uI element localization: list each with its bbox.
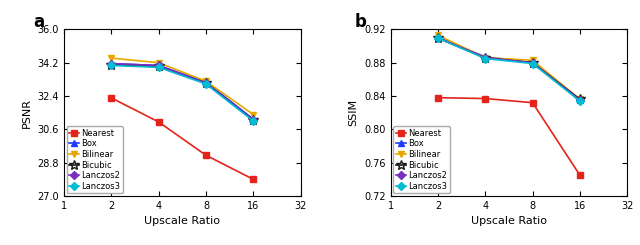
Bicubic (202, 82, 210, 85)
Bilinear (481, 56, 489, 59)
Text: a: a (33, 13, 44, 31)
Bicubic (250, 119, 257, 122)
Line: Bicubic: Bicubic (433, 33, 585, 104)
Bicubic (481, 56, 489, 59)
Bicubic (576, 98, 584, 101)
Lanczos3 (202, 83, 210, 86)
Box (250, 118, 257, 121)
Legend: Nearest, Box, Bilinear, Bicubic, Lanczos2, Lanczos3: Nearest, Box, Bilinear, Bicubic, Lanczos… (67, 126, 123, 194)
Box (202, 81, 210, 84)
Lanczos3 (155, 66, 163, 69)
Bilinear (202, 80, 210, 83)
Legend: Nearest, Box, Bilinear, Bicubic, Lanczos2, Lanczos3: Nearest, Box, Bilinear, Bicubic, Lanczos… (393, 126, 449, 194)
Lanczos3 (250, 120, 257, 122)
Bilinear (434, 34, 442, 37)
Bicubic (155, 65, 163, 68)
Lanczos2 (529, 61, 536, 64)
Line: Bilinear: Bilinear (109, 55, 256, 117)
Line: Lanczos3: Lanczos3 (109, 63, 256, 124)
Lanczos2 (481, 56, 489, 59)
Lanczos2 (250, 119, 257, 122)
Bilinear (250, 113, 257, 116)
Line: Lanczos2: Lanczos2 (435, 35, 582, 103)
Box (155, 64, 163, 67)
Nearest (576, 174, 584, 177)
Bilinear (576, 98, 584, 101)
Lanczos2 (434, 36, 442, 39)
Text: b: b (355, 13, 367, 31)
Bilinear (155, 61, 163, 64)
Nearest (250, 178, 257, 181)
Nearest (155, 121, 163, 123)
Lanczos3 (529, 62, 536, 65)
Nearest (529, 101, 536, 104)
Line: Nearest: Nearest (435, 95, 582, 178)
Nearest (481, 97, 489, 100)
Lanczos3 (108, 64, 115, 67)
Line: Nearest: Nearest (109, 95, 256, 182)
Nearest (108, 97, 115, 99)
Lanczos2 (202, 82, 210, 85)
Line: Lanczos2: Lanczos2 (109, 61, 256, 123)
Nearest (434, 96, 442, 99)
Y-axis label: SSIM: SSIM (349, 99, 358, 126)
Box (529, 61, 536, 64)
Bilinear (108, 57, 115, 60)
Lanczos2 (108, 62, 115, 65)
Line: Bicubic: Bicubic (106, 60, 258, 125)
Line: Bilinear: Bilinear (435, 32, 582, 102)
Bilinear (529, 59, 536, 62)
Lanczos3 (481, 57, 489, 60)
X-axis label: Upscale Ratio: Upscale Ratio (471, 216, 547, 226)
X-axis label: Upscale Ratio: Upscale Ratio (144, 216, 220, 226)
Lanczos3 (434, 37, 442, 40)
Lanczos2 (155, 64, 163, 67)
Line: Box: Box (435, 35, 582, 102)
Nearest (202, 154, 210, 157)
Box (576, 98, 584, 101)
Bicubic (108, 63, 115, 66)
Line: Box: Box (109, 61, 256, 122)
Lanczos3 (576, 99, 584, 102)
Bicubic (529, 61, 536, 64)
Y-axis label: PSNR: PSNR (22, 98, 32, 128)
Box (434, 36, 442, 39)
Box (108, 62, 115, 65)
Lanczos2 (576, 99, 584, 102)
Bicubic (434, 37, 442, 40)
Box (481, 55, 489, 58)
Line: Lanczos3: Lanczos3 (435, 35, 582, 104)
